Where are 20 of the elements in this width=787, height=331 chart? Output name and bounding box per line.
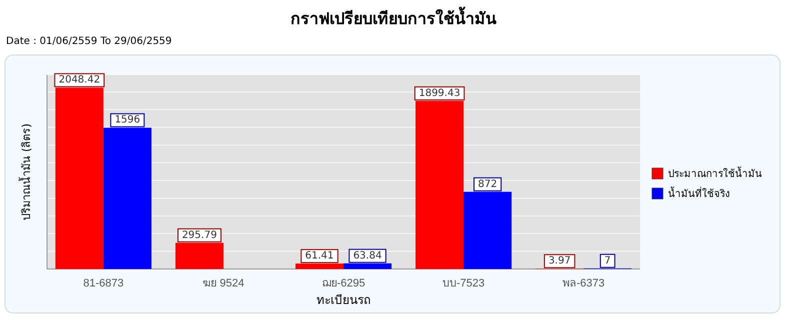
x-axis-title: ทะเบียนรถ [316, 293, 370, 307]
x-tick-label: ฆย 9524 [202, 277, 244, 290]
x-tick-label: 81-6873 [83, 277, 124, 290]
x-tick-label: พล-6373 [562, 277, 605, 290]
x-tick-label: บบ-7523 [442, 277, 485, 290]
data-label: 3.97 [548, 256, 571, 267]
data-label: 61.41 [305, 250, 334, 262]
chart-title: กราฟเปรียบเทียบการใช้น้ำมัน [290, 6, 496, 28]
chart-subtitle: Date : 01/06/2559 To 29/06/2559 [6, 36, 172, 47]
legend-label: ประมาณการใช้น้ำมัน [668, 166, 762, 180]
data-label: 872 [478, 178, 498, 190]
data-label: 1899.43 [418, 88, 460, 99]
data-label: 1596 [114, 114, 140, 126]
legend-label: น้ำมันที่ใช้จริง [668, 186, 730, 200]
data-label: 63.84 [353, 250, 382, 262]
data-label: 295.79 [182, 230, 217, 241]
y-axis-title: ปริมาณน้ำมัน (ลิตร) [18, 123, 33, 221]
data-label: 7 [604, 255, 611, 266]
x-tick-label: ฌย-6295 [322, 277, 366, 290]
data-label: 2048.42 [58, 74, 100, 86]
